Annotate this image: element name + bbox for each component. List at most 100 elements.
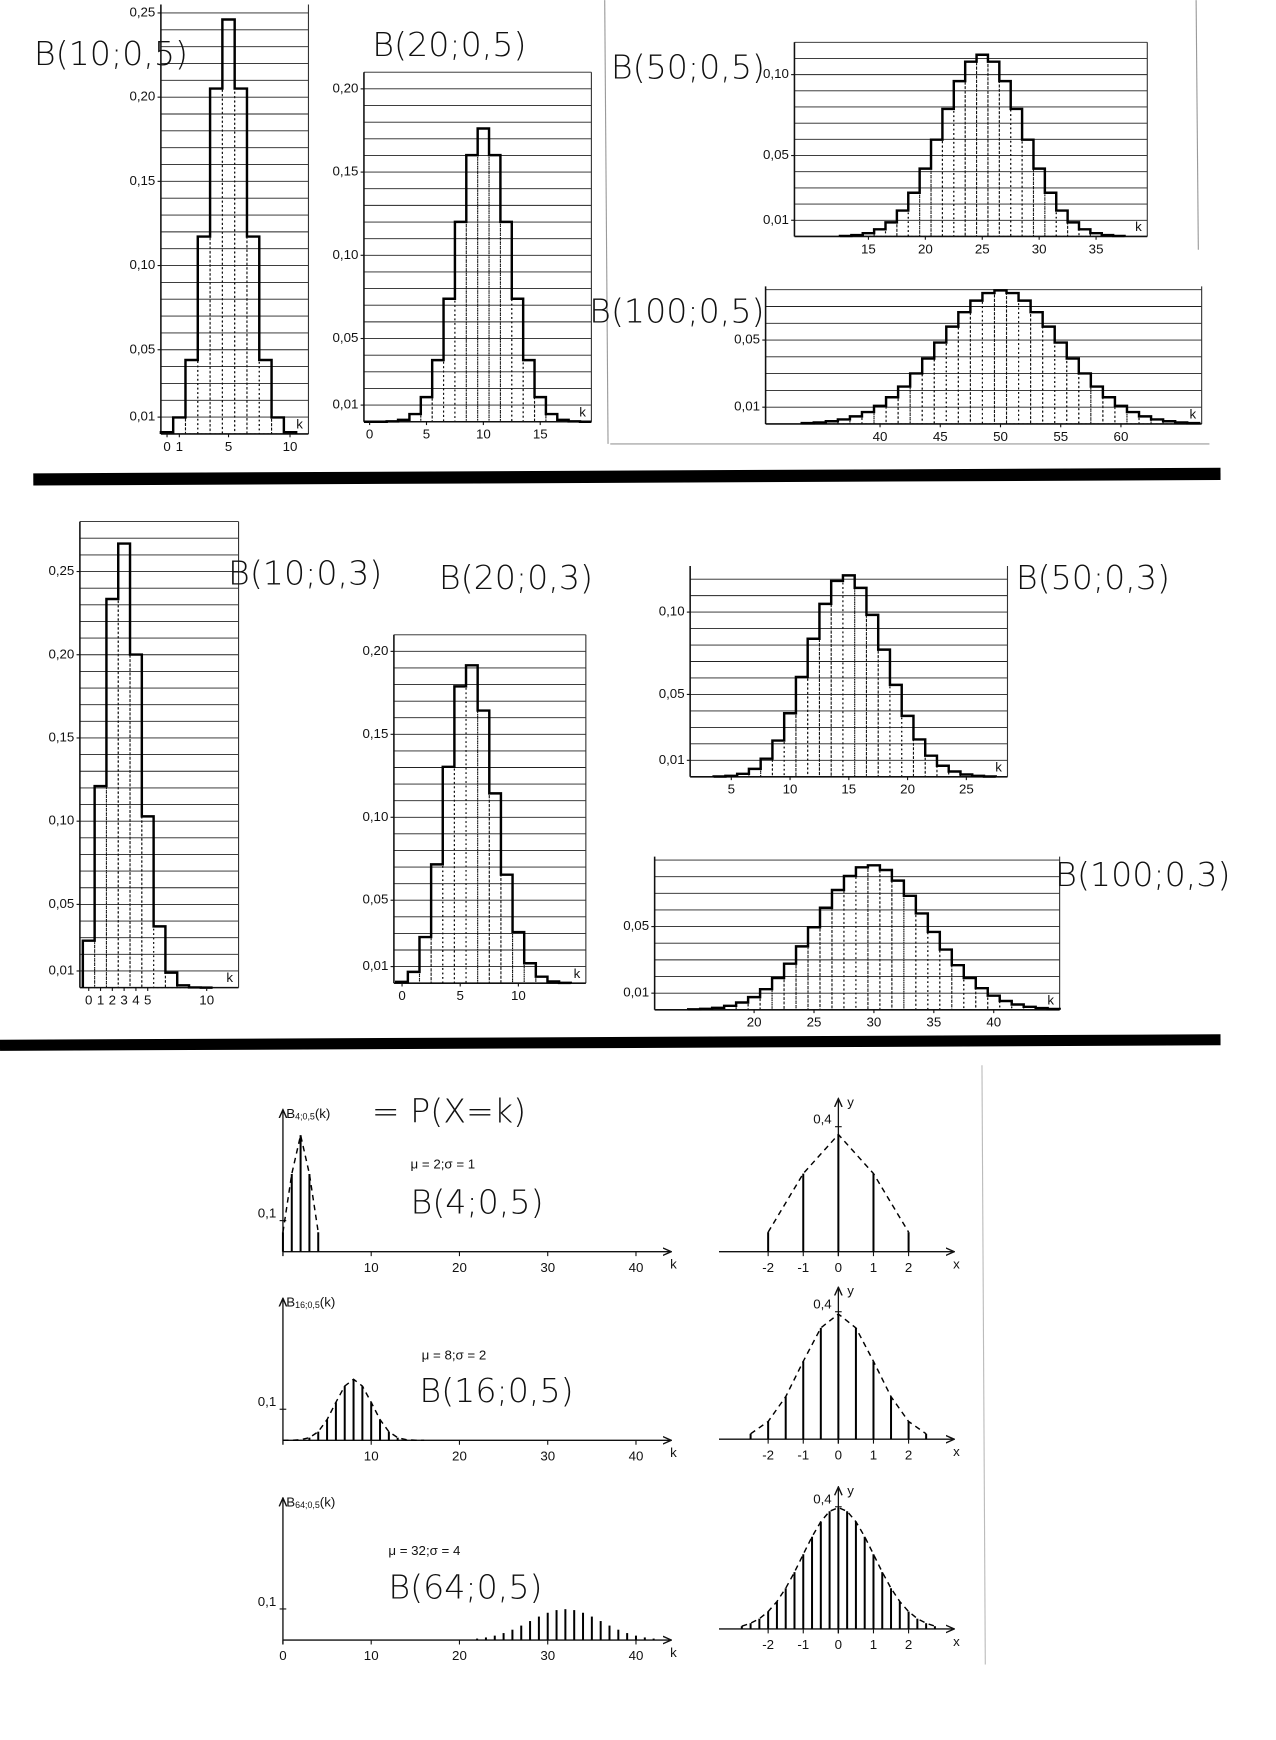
annotation: μ = 32;σ = 4: [388, 1543, 460, 1558]
x-tick-label: 55: [1053, 429, 1068, 444]
y-tick-label: 0,05: [763, 147, 789, 162]
x-tick-label: -1: [797, 1637, 809, 1652]
x-tick-label: 30: [1032, 241, 1047, 256]
x-tick-label: 40: [986, 1015, 1001, 1030]
separator: [0, 1034, 1221, 1051]
y-tick-label: 0,01: [362, 958, 388, 973]
x-tick-label: 0: [398, 988, 405, 1003]
bar-outline: [838, 53, 1126, 238]
fold-line: [1195, 0, 1199, 250]
bar-outline: [81, 542, 213, 989]
y-tick-label: 0,05: [48, 896, 74, 911]
x-axis-label: k: [226, 970, 233, 985]
y-tick-label: 0,4: [813, 1297, 832, 1312]
x-tick-label: 10: [364, 1260, 379, 1275]
y-label-base: B: [286, 1294, 295, 1309]
x-tick-label: 0: [835, 1260, 842, 1275]
x-tick-label: 25: [959, 782, 974, 797]
envelope: [282, 1378, 425, 1442]
x-tick-label: 5: [144, 992, 151, 1007]
x-tick-label: 40: [629, 1648, 644, 1663]
annotation: μ = 2;σ = 1: [411, 1157, 476, 1172]
annotation: B(64;0,5): [388, 1567, 542, 1606]
x-tick-label: 40: [629, 1448, 644, 1463]
bar-outline: [363, 127, 592, 423]
annotation: B(4;0,5): [411, 1182, 544, 1221]
x-tick-label: 2: [109, 992, 116, 1007]
x-tick-label: -2: [762, 1260, 774, 1275]
chart-title: B(20;0,3): [439, 558, 593, 597]
bar: [209, 88, 223, 435]
x-axis-label: k: [995, 759, 1002, 774]
x-tick-label: 5: [225, 439, 232, 454]
annotation: B(16;0,5): [419, 1371, 573, 1410]
x-tick-label: 5: [728, 782, 735, 797]
chart-title: B(100;0,5): [589, 291, 764, 330]
x-axis-label: x: [953, 1634, 960, 1649]
y-tick-label: 0,01: [48, 962, 74, 977]
y-tick-label: 0,1: [258, 1205, 277, 1220]
x-tick-label: 1: [870, 1447, 877, 1462]
y-tick-label: 0,15: [129, 173, 155, 188]
x-tick-label: 20: [747, 1015, 762, 1030]
x-tick-label: 0: [85, 992, 92, 1007]
chart-title: B(50;0,3): [1016, 558, 1170, 597]
x-tick-label: 30: [540, 1648, 555, 1663]
x-tick-label: -2: [762, 1447, 774, 1462]
y-tick-label: 0,05: [659, 686, 685, 701]
chart-title: B(100;0,3): [1055, 855, 1230, 894]
x-tick-label: 0: [366, 427, 373, 442]
y-label-sub: 4;0,5: [295, 1112, 315, 1122]
x-tick-label: 0: [835, 1637, 842, 1652]
y-tick-label: 0,10: [129, 257, 155, 272]
x-axis-label: k: [574, 966, 581, 981]
y-tick-label: 0,05: [623, 918, 649, 933]
x-axis-label: x: [953, 1257, 960, 1272]
y-axis-label: y: [847, 1483, 854, 1498]
y-tick-label: 0,10: [332, 247, 358, 262]
x-tick-label: 0: [835, 1447, 842, 1462]
x-tick-label: 20: [918, 241, 933, 256]
x-tick-label: 2: [905, 1447, 912, 1462]
y-label-sub: 64;0,5: [295, 1500, 320, 1510]
y-label-base: B: [286, 1106, 295, 1121]
y-tick-label: 0,01: [129, 409, 155, 424]
x-tick-label: 10: [476, 427, 491, 442]
x-tick-label: 3: [120, 992, 127, 1007]
bar-outline: [159, 18, 298, 434]
x-tick-label: 10: [364, 1648, 379, 1663]
envelope: [750, 1313, 927, 1435]
y-tick-label: 0,20: [332, 80, 358, 95]
chart-title: B(10;0,5): [34, 34, 188, 73]
x-tick-label: 30: [540, 1260, 555, 1275]
bar-outline: [686, 864, 1061, 1011]
annotation: = P(X=k): [372, 1091, 526, 1130]
chart-title: B(10;0,3): [228, 553, 382, 592]
x-tick-label: 50: [993, 429, 1008, 444]
y-tick-label: 0,4: [813, 1112, 832, 1127]
y-tick-label: 0,25: [129, 4, 155, 19]
x-tick-label: 25: [807, 1015, 822, 1030]
bar-outline: [712, 574, 997, 778]
x-tick-label: 25: [975, 241, 990, 256]
y-tick-label: 0,20: [362, 643, 388, 658]
x-axis-label: x: [953, 1444, 960, 1459]
y-tick-label: 0,15: [332, 164, 358, 179]
x-tick-label: 20: [452, 1260, 467, 1275]
y-label-tail: (k): [315, 1106, 331, 1121]
x-tick-label: 30: [540, 1448, 555, 1463]
y-tick-label: 0,05: [734, 332, 760, 347]
fold-line: [981, 1065, 986, 1665]
x-tick-label: 5: [457, 988, 464, 1003]
y-tick-label: 0,01: [763, 212, 789, 227]
x-tick-label: 30: [867, 1015, 882, 1030]
envelope: [767, 1133, 910, 1233]
x-tick-label: 2: [905, 1260, 912, 1275]
x-tick-label: 35: [1089, 241, 1104, 256]
x-tick-label: 40: [629, 1260, 644, 1275]
x-tick-label: 15: [861, 241, 876, 256]
y-tick-label: 0,10: [362, 809, 388, 824]
x-axis-label: k: [1189, 407, 1196, 422]
y-tick-label: 0,05: [332, 330, 358, 345]
